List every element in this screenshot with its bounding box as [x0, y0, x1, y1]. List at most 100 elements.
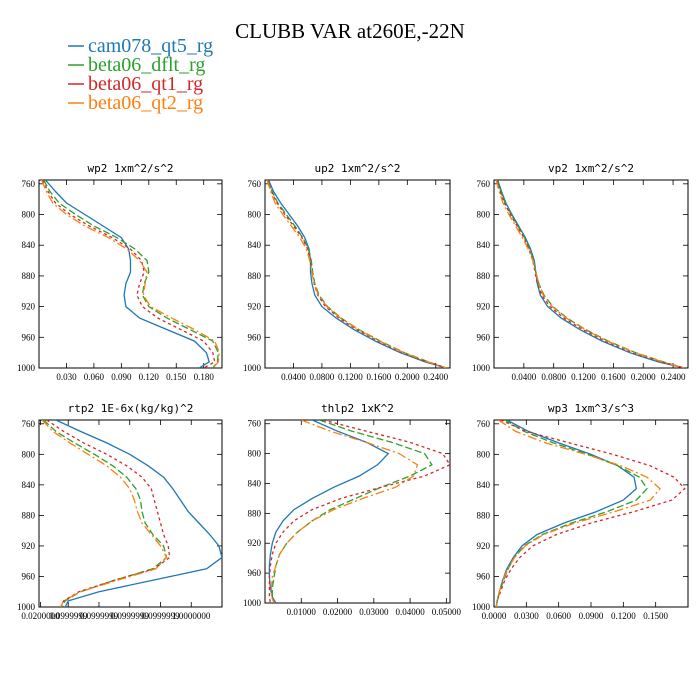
- y-tick-label-5-5: 960: [477, 571, 491, 581]
- legend-label-2: beta06_qt1_rg: [88, 73, 203, 95]
- y-tick-label-4-0: 760: [248, 419, 262, 429]
- y-tick-label-1-1: 800: [248, 210, 262, 220]
- panel-frame-4: [264, 419, 451, 604]
- series-line-5-2: [495, 420, 686, 607]
- x-tick-label-3-4: 0.0999999: [141, 611, 180, 621]
- x-tick-label-0-3: 0.120: [139, 372, 160, 382]
- legend-label-3: beta06_qt2_rg: [88, 92, 203, 114]
- series-line-1-1: [267, 180, 447, 368]
- x-tick-label-4-3: 0.04000: [395, 607, 425, 617]
- x-tick-label-1-0: 0.0400: [281, 372, 306, 382]
- x-tick-label-4-0: 0.01000: [287, 607, 317, 617]
- y-tick-label-0-4: 920: [22, 302, 36, 312]
- x-tick-label-5-3: 0.0900: [579, 611, 604, 621]
- y-tick-label-3-4: 920: [22, 541, 36, 551]
- x-tick-label-3-0: 0.0200000: [21, 611, 60, 621]
- y-tick-label-0-2: 840: [22, 240, 36, 250]
- y-tick-label-2-4: 920: [477, 302, 491, 312]
- y-tick-label-1-5: 960: [248, 332, 262, 342]
- y-tick-label-0-5: 960: [22, 332, 36, 342]
- y-tick-label-3-2: 840: [22, 480, 36, 490]
- x-tick-label-2-2: 0.1200: [571, 372, 596, 382]
- x-tick-label-2-0: 0.0400: [511, 372, 536, 382]
- series-line-3-0: [55, 420, 222, 607]
- x-tick-label-4-4: 0.05000: [432, 607, 462, 617]
- y-tick-label-0-3: 880: [22, 271, 36, 281]
- y-tick-label-0-1: 800: [22, 210, 36, 220]
- panel-title-4: thlp2 1xK^2: [321, 402, 394, 415]
- panel-title-2: vp2 1xm^2/s^2: [548, 162, 634, 175]
- x-tick-label-2-1: 0.0800: [541, 372, 566, 382]
- y-tick-label-4-4: 920: [248, 538, 262, 548]
- panels: wp2 1xm^2/s^2 760 800 840 880 920 960 1000 0.030…: [17, 162, 689, 621]
- y-tick-label-0-6: 1000: [17, 363, 36, 373]
- legend: cam078_qt5_rgbeta06_dflt_rgbeta06_qt1_rg…: [68, 35, 213, 114]
- x-tick-label-3-3: 0.0999999: [111, 611, 150, 621]
- series-line-2-3: [495, 180, 685, 368]
- y-tick-label-0-0: 760: [22, 179, 36, 189]
- x-tick-label-1-5: 0.2400: [423, 372, 448, 382]
- y-tick-label-5-1: 800: [477, 449, 491, 459]
- panel-2: vp2 1xm^2/s^2 760 800 840 880 920 960 1000 0.040…: [472, 162, 689, 382]
- series-line-1-2: [267, 180, 447, 368]
- y-tick-label-5-6: 1000: [472, 602, 491, 612]
- y-tick-label-1-6: 1000: [243, 363, 262, 373]
- panel-frame-1: [264, 179, 451, 369]
- x-tick-label-2-3: 0.1600: [601, 372, 626, 382]
- panel-frame-3: [38, 419, 223, 608]
- y-tick-label-5-0: 760: [477, 419, 491, 429]
- series-line-3-2: [46, 420, 171, 607]
- panel-frame-0: [38, 179, 223, 369]
- y-tick-label-2-5: 960: [477, 332, 491, 342]
- x-tick-label-1-1: 0.0800: [310, 372, 335, 382]
- panel-0: wp2 1xm^2/s^2 760 800 840 880 920 960 1000 0.030…: [17, 162, 223, 382]
- y-tick-label-1-4: 920: [248, 302, 262, 312]
- y-tick-label-2-1: 800: [477, 210, 491, 220]
- y-tick-label-3-5: 960: [22, 571, 36, 581]
- figure-title: CLUBB VAR at260E,-22N: [235, 19, 465, 43]
- series-line-4-0: [268, 420, 390, 603]
- series-line-2-0: [497, 180, 685, 368]
- x-tick-label-3-1: 0.0999999: [49, 611, 88, 621]
- legend-label-1: beta06_dflt_rg: [88, 54, 205, 76]
- series-line-5-3: [495, 420, 661, 607]
- x-tick-label-4-1: 0.02000: [323, 607, 353, 617]
- y-tick-label-2-3: 880: [477, 271, 491, 281]
- y-tick-label-1-2: 840: [248, 240, 262, 250]
- y-tick-label-3-0: 760: [22, 419, 36, 429]
- series-line-2-2: [496, 180, 685, 368]
- panel-5: wp3 1xm^3/s^3 760 800 840 880 920 960 10000.000…: [472, 402, 689, 621]
- y-tick-label-5-3: 880: [477, 510, 491, 520]
- series-line-4-2: [268, 420, 450, 603]
- y-tick-label-4-3: 880: [248, 508, 262, 518]
- y-tick-label-5-4: 920: [477, 541, 491, 551]
- y-tick-label-2-2: 840: [477, 240, 491, 250]
- panel-title-3: rtp2 1E-6x(kg/kg)^2: [68, 402, 194, 415]
- series-line-5-1: [495, 420, 648, 607]
- x-tick-label-1-2: 0.1200: [338, 372, 363, 382]
- x-tick-label-5-1: 0.0300: [514, 611, 539, 621]
- y-tick-label-5-2: 840: [477, 480, 491, 490]
- series-line-0-2: [42, 180, 216, 368]
- y-tick-label-3-1: 800: [22, 449, 36, 459]
- panel-frame-2: [493, 179, 689, 369]
- x-tick-label-0-2: 0.090: [111, 372, 132, 382]
- x-tick-label-0-1: 0.060: [84, 372, 105, 382]
- y-tick-label-1-3: 880: [248, 271, 262, 281]
- series-line-1-0: [268, 180, 447, 368]
- series-line-0-3: [41, 180, 220, 368]
- x-tick-label-3-5: 1.0000000: [172, 611, 211, 621]
- x-tick-label-0-5: 0.180: [194, 372, 215, 382]
- x-tick-label-0-0: 0.030: [56, 372, 77, 382]
- y-tick-label-1-0: 760: [248, 179, 262, 189]
- series-line-5-0: [495, 420, 638, 607]
- panel-title-5: wp3 1xm^3/s^3: [548, 402, 634, 415]
- series-line-2-1: [496, 180, 685, 368]
- x-tick-label-5-2: 0.0600: [546, 611, 571, 621]
- series-line-4-1: [271, 420, 433, 603]
- y-tick-label-4-6: 1000: [243, 598, 262, 608]
- y-tick-label-2-6: 1000: [472, 363, 491, 373]
- y-tick-label-4-2: 840: [248, 478, 262, 488]
- series-line-3-1: [43, 420, 168, 607]
